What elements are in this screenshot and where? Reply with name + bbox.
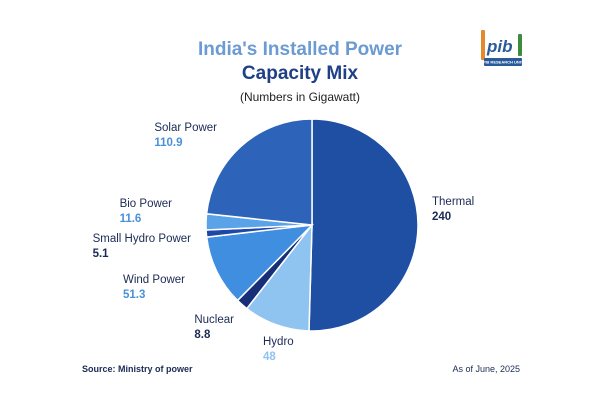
logo-ribbon [484, 58, 522, 66]
logo-bar-green [518, 34, 522, 56]
date-note: As of June, 2025 [452, 364, 520, 374]
logo-ribbon-text: PIB RESEARCH UNIT [483, 60, 524, 65]
slice-value-wind-power: 51.3 [123, 289, 145, 301]
slice-value-hydro: 48 [263, 351, 276, 363]
pie-chart [205, 118, 419, 332]
chart-title-line1: India's Installed Power [198, 39, 403, 60]
chart-subtitle: (Numbers in Gigawatt) [240, 90, 360, 104]
pie-slice-wind-power [205, 224, 315, 302]
slice-labels: Thermal 240 Hydro 48 Nuclear 8.8 Wind Power 51.… [93, 122, 475, 363]
slice-value-bio-power: 11.6 [120, 213, 142, 225]
slice-value-solar-power: 110.9 [154, 137, 182, 149]
slice-value-thermal: 240 [432, 211, 451, 223]
pib-logo: pib PIB RESEARCH UNIT [481, 30, 524, 66]
slice-label-solar-power: Solar Power [154, 122, 217, 134]
slice-label-small-hydro-power: Small Hydro Power [93, 233, 192, 245]
slice-label-wind-power: Wind Power [123, 274, 185, 286]
pie-slice-solar-power [205, 118, 313, 226]
logo-bar-orange [481, 30, 485, 60]
pie-slice-thermal [308, 118, 419, 332]
slice-label-nuclear: Nuclear [194, 314, 234, 326]
slice-value-nuclear: 8.8 [194, 329, 211, 341]
source-note: Source: Ministry of power [82, 364, 193, 374]
slice-value-small-hydro-power: 5.1 [93, 248, 110, 260]
slice-label-hydro: Hydro [263, 336, 294, 348]
slice-label-thermal: Thermal [432, 196, 474, 208]
logo-text: pib [486, 37, 513, 56]
chart-title-line2: Capacity Mix [242, 63, 359, 84]
slice-label-bio-power: Bio Power [120, 198, 173, 210]
